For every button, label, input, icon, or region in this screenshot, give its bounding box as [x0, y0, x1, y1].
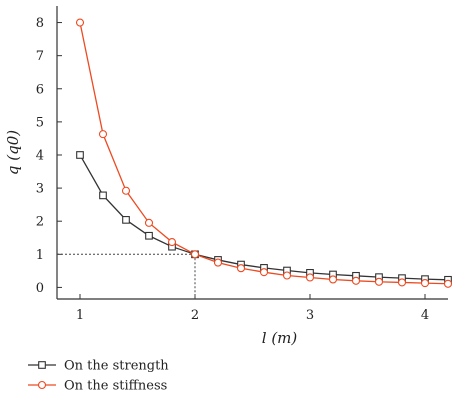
data-point-strength [76, 151, 84, 159]
axis-labels: q (q0) l (m) [4, 130, 297, 347]
legend-marker [37, 380, 47, 390]
legend-item-strength: On the strength [28, 359, 169, 374]
legend-label: On the strength [64, 359, 169, 374]
x-tick-label: 1 [76, 308, 84, 323]
x-axis-title: l (m) [262, 329, 298, 347]
y-tick-label: 5 [36, 115, 44, 130]
series-strength [76, 151, 452, 284]
data-point-stiffness [259, 268, 269, 277]
y-tick-label: 0 [36, 281, 44, 296]
series-stiffness [75, 18, 453, 288]
data-point-stiffness [328, 275, 338, 284]
data-point-stiffness [98, 130, 108, 139]
series-line-stiffness [79, 22, 449, 285]
x-tick-label: 2 [191, 308, 199, 323]
y-tick-label: 3 [36, 182, 44, 197]
data-point-stiffness [397, 278, 407, 287]
y-tick-label: 2 [36, 215, 44, 230]
y-tick-label: 6 [36, 82, 44, 97]
legend-marker [38, 361, 46, 369]
data-point-stiffness [305, 273, 315, 282]
legend: On the strength On the stiffness [28, 359, 169, 394]
data-point-strength [99, 191, 107, 200]
data-point-stiffness [236, 264, 246, 273]
data-point-stiffness [213, 258, 223, 267]
data-point-stiffness [144, 218, 154, 227]
y-tick-label: 8 [36, 16, 44, 31]
series-group [75, 18, 453, 288]
legend-item-stiffness: On the stiffness [28, 379, 167, 394]
x-tick-label: 3 [306, 308, 314, 323]
y-tick-label: 1 [36, 248, 44, 263]
legend-label: On the stiffness [64, 379, 167, 394]
y-axis-title: q (q0) [4, 130, 22, 175]
data-point-stiffness [420, 279, 430, 288]
axes: 0 1 2 3 4 5 6 7 8 1 2 3 4 [36, 6, 448, 323]
data-point-stiffness [121, 186, 131, 195]
reference-lines [57, 253, 196, 299]
series-line-strength [79, 154, 449, 281]
data-point-strength [122, 216, 130, 224]
data-point-strength [145, 231, 153, 240]
data-point-stiffness [351, 276, 361, 285]
data-point-stiffness [282, 271, 292, 280]
data-point-stiffness [75, 18, 85, 27]
data-point-stiffness [190, 250, 200, 259]
data-point-stiffness [374, 277, 384, 286]
y-tick-label: 7 [36, 49, 44, 64]
y-tick-label: 4 [36, 148, 44, 163]
data-point-stiffness [443, 279, 453, 288]
data-point-stiffness [167, 238, 177, 247]
x-tick-label: 4 [421, 308, 429, 323]
